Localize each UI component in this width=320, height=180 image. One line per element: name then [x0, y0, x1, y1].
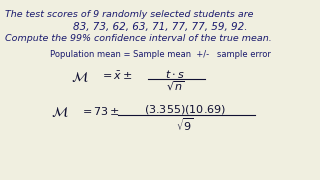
Text: $\mathcal{M}$: $\mathcal{M}$	[71, 70, 89, 84]
Text: Population mean = Sample mean  +/-   sample error: Population mean = Sample mean +/- sample…	[50, 50, 270, 59]
Text: $(3.355)(10.69)$: $(3.355)(10.69)$	[144, 103, 226, 116]
Text: 83, 73, 62, 63, 71, 77, 77, 59, 92.: 83, 73, 62, 63, 71, 77, 77, 59, 92.	[73, 22, 247, 32]
Text: Compute the 99% confidence interval of the true mean.: Compute the 99% confidence interval of t…	[5, 34, 272, 43]
Text: $\sqrt{9}$: $\sqrt{9}$	[176, 116, 194, 133]
Text: $t \cdot s$: $t \cdot s$	[165, 68, 185, 80]
Text: $= 73 \pm$: $= 73 \pm$	[80, 105, 120, 117]
Text: The test scores of 9 randomly selected students are: The test scores of 9 randomly selected s…	[5, 10, 253, 19]
Text: $\sqrt{n}$: $\sqrt{n}$	[165, 80, 184, 93]
Text: $= \bar{x} \pm$: $= \bar{x} \pm$	[100, 70, 132, 82]
Text: $\mathcal{M}$: $\mathcal{M}$	[51, 105, 69, 119]
